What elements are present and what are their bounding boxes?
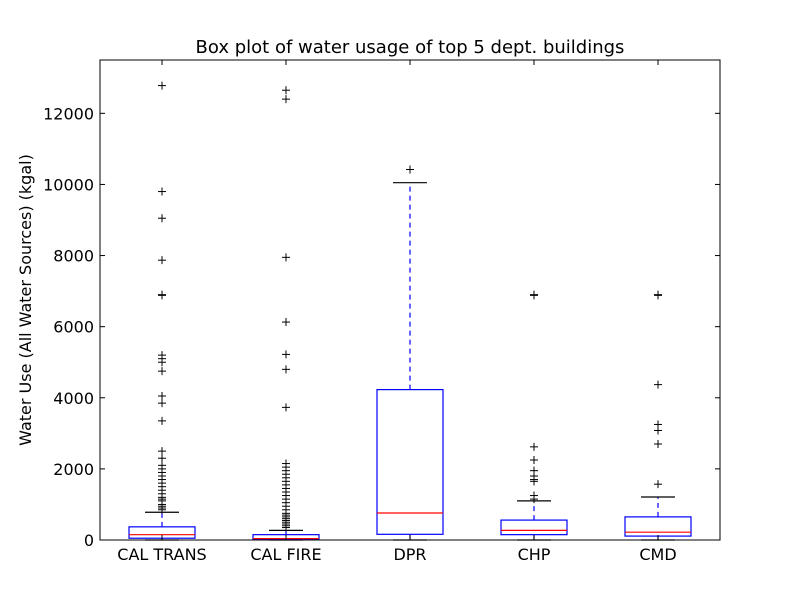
flier-point: [158, 187, 166, 196]
box-cal-fire: [252, 86, 320, 541]
flier-point: [158, 392, 166, 400]
box-cal-trans: [128, 81, 196, 541]
box-iqr: [500, 519, 568, 536]
y-tick-label: 0: [84, 531, 94, 550]
flier-point: [282, 318, 290, 327]
x-tick-label: CAL TRANS: [117, 545, 206, 564]
x-tick-label: CAL FIRE: [250, 545, 321, 564]
box-iqr: [376, 389, 444, 535]
flier-point: [654, 291, 662, 300]
box-chp: [500, 290, 568, 541]
flier-point: [158, 454, 166, 463]
flier-point: [158, 214, 166, 223]
plot-area: [128, 81, 692, 541]
axis-ticks: 0 2000 4000 6000 8000 10000 12000 CAL TRANS CAL …: [43, 60, 720, 564]
flier-point: [530, 495, 538, 504]
flier-point: [530, 477, 538, 486]
y-axis-label: Water Use (All Water Sources) (kgal): [16, 154, 35, 446]
flier-point: [654, 380, 662, 389]
x-tick-label: CHP: [518, 545, 551, 564]
flier-point: [158, 256, 166, 265]
flier-point: [158, 447, 166, 456]
flier-point: [282, 523, 290, 532]
x-tick-label: CMD: [639, 545, 676, 564]
y-tick-label: 12000: [43, 104, 94, 123]
flier-point: [282, 86, 290, 95]
box-iqr: [624, 516, 692, 537]
flier-point: [654, 426, 662, 435]
box-cmd: [624, 290, 692, 541]
y-tick-label: 10000: [43, 175, 94, 194]
flier-point: [530, 442, 538, 451]
flier-point: [282, 95, 290, 104]
flier-point: [158, 399, 166, 408]
y-tick-label: 8000: [53, 247, 94, 266]
y-tick-label: 4000: [53, 389, 94, 408]
flier-point: [282, 365, 290, 374]
box-dpr: [376, 165, 444, 541]
flier-point: [282, 350, 290, 359]
y-tick-label: 2000: [53, 460, 94, 479]
flier-point: [406, 165, 414, 174]
x-tick-label: DPR: [393, 545, 426, 564]
flier-point: [158, 505, 166, 514]
flier-point: [158, 81, 166, 90]
flier-point: [282, 403, 290, 412]
flier-point: [530, 291, 538, 300]
flier-point: [654, 440, 662, 448]
flier-point: [158, 291, 166, 300]
flier-point: [282, 253, 290, 262]
flier-point: [158, 367, 166, 376]
chart-title: Box plot of water usage of top 5 dept. b…: [196, 37, 625, 58]
flier-point: [158, 416, 166, 425]
flier-point: [158, 358, 166, 367]
plot-frame: [99, 59, 721, 541]
flier-point: [530, 456, 538, 464]
y-tick-label: 6000: [53, 318, 94, 337]
flier-point: [654, 480, 662, 489]
